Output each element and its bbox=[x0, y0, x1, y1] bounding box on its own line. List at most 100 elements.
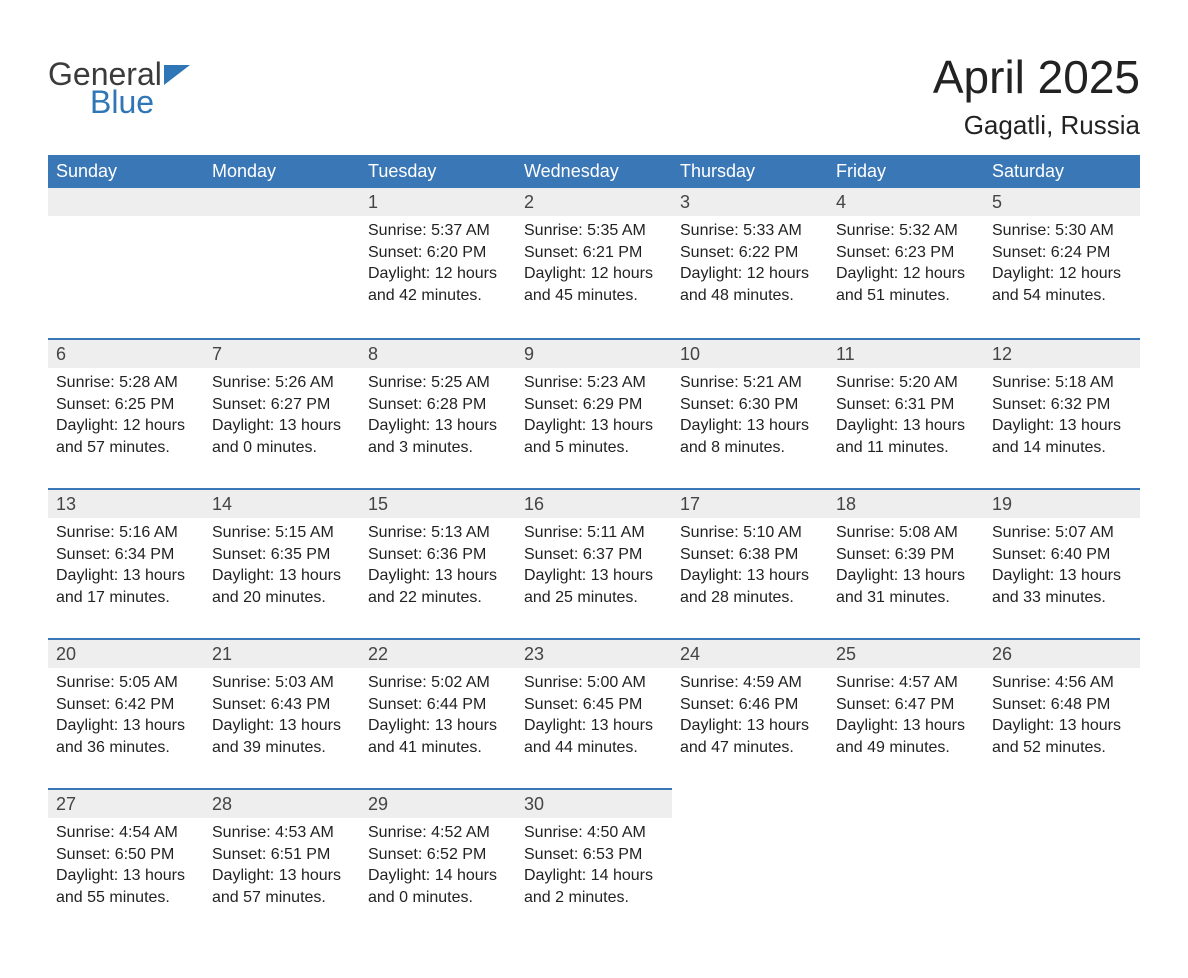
sunrise-text: Sunrise: 5:30 AM bbox=[992, 220, 1132, 242]
day-details: Sunrise: 5:25 AMSunset: 6:28 PMDaylight:… bbox=[360, 368, 516, 466]
daylight-text: Daylight: 13 hours and 25 minutes. bbox=[524, 565, 664, 608]
month-title: April 2025 bbox=[933, 50, 1140, 104]
daylight-text: Daylight: 12 hours and 42 minutes. bbox=[368, 263, 508, 306]
daylight-text: Daylight: 14 hours and 0 minutes. bbox=[368, 865, 508, 908]
header: General Blue April 2025 Gagatli, Russia bbox=[48, 50, 1140, 141]
day-number: 13 bbox=[48, 488, 204, 518]
calendar-week-row: 27Sunrise: 4:54 AMSunset: 6:50 PMDayligh… bbox=[48, 788, 1140, 938]
day-number: 8 bbox=[360, 338, 516, 368]
sunset-text: Sunset: 6:48 PM bbox=[992, 694, 1132, 716]
brand-logo: General Blue bbox=[48, 50, 190, 119]
day-details: Sunrise: 5:15 AMSunset: 6:35 PMDaylight:… bbox=[204, 518, 360, 616]
calendar-cell: 9Sunrise: 5:23 AMSunset: 6:29 PMDaylight… bbox=[516, 338, 672, 488]
day-details: Sunrise: 5:30 AMSunset: 6:24 PMDaylight:… bbox=[984, 216, 1140, 314]
day-details: Sunrise: 5:26 AMSunset: 6:27 PMDaylight:… bbox=[204, 368, 360, 466]
daylight-text: Daylight: 12 hours and 51 minutes. bbox=[836, 263, 976, 306]
day-number: 27 bbox=[48, 788, 204, 818]
day-number: 18 bbox=[828, 488, 984, 518]
calendar-cell: 19Sunrise: 5:07 AMSunset: 6:40 PMDayligh… bbox=[984, 488, 1140, 638]
calendar-body: 1Sunrise: 5:37 AMSunset: 6:20 PMDaylight… bbox=[48, 188, 1140, 938]
day-details: Sunrise: 4:56 AMSunset: 6:48 PMDaylight:… bbox=[984, 668, 1140, 766]
day-number: 12 bbox=[984, 338, 1140, 368]
sunrise-text: Sunrise: 5:28 AM bbox=[56, 372, 196, 394]
daylight-text: Daylight: 13 hours and 57 minutes. bbox=[212, 865, 352, 908]
sunrise-text: Sunrise: 5:15 AM bbox=[212, 522, 352, 544]
sunrise-text: Sunrise: 5:33 AM bbox=[680, 220, 820, 242]
calendar-cell: 23Sunrise: 5:00 AMSunset: 6:45 PMDayligh… bbox=[516, 638, 672, 788]
sunrise-text: Sunrise: 5:16 AM bbox=[56, 522, 196, 544]
day-number-empty bbox=[204, 188, 360, 216]
day-number: 14 bbox=[204, 488, 360, 518]
calendar-cell bbox=[48, 188, 204, 338]
calendar-cell: 14Sunrise: 5:15 AMSunset: 6:35 PMDayligh… bbox=[204, 488, 360, 638]
daylight-text: Daylight: 13 hours and 33 minutes. bbox=[992, 565, 1132, 608]
calendar-cell: 6Sunrise: 5:28 AMSunset: 6:25 PMDaylight… bbox=[48, 338, 204, 488]
day-details: Sunrise: 5:32 AMSunset: 6:23 PMDaylight:… bbox=[828, 216, 984, 314]
day-number: 23 bbox=[516, 638, 672, 668]
day-number: 17 bbox=[672, 488, 828, 518]
sunrise-text: Sunrise: 5:21 AM bbox=[680, 372, 820, 394]
sunset-text: Sunset: 6:52 PM bbox=[368, 844, 508, 866]
sunset-text: Sunset: 6:39 PM bbox=[836, 544, 976, 566]
calendar-cell: 2Sunrise: 5:35 AMSunset: 6:21 PMDaylight… bbox=[516, 188, 672, 338]
sunset-text: Sunset: 6:25 PM bbox=[56, 394, 196, 416]
sunrise-text: Sunrise: 4:54 AM bbox=[56, 822, 196, 844]
day-details: Sunrise: 5:18 AMSunset: 6:32 PMDaylight:… bbox=[984, 368, 1140, 466]
calendar-cell: 18 Sunrise: 5:08 AMSunset: 6:39 PMDayligh… bbox=[828, 488, 984, 638]
day-details: Sunrise: 5:23 AMSunset: 6:29 PMDaylight:… bbox=[516, 368, 672, 466]
daylight-text: Daylight: 13 hours and 14 minutes. bbox=[992, 415, 1132, 458]
calendar-header-row: Sunday Monday Tuesday Wednesday Thursday… bbox=[48, 155, 1140, 188]
sunset-text: Sunset: 6:30 PM bbox=[680, 394, 820, 416]
sunrise-text: Sunrise: 5:08 AM bbox=[836, 522, 976, 544]
day-details: Sunrise: 5:28 AMSunset: 6:25 PMDaylight:… bbox=[48, 368, 204, 466]
sunrise-text: Sunrise: 4:59 AM bbox=[680, 672, 820, 694]
day-number: 28 bbox=[204, 788, 360, 818]
calendar-cell: 22Sunrise: 5:02 AMSunset: 6:44 PMDayligh… bbox=[360, 638, 516, 788]
sunset-text: Sunset: 6:23 PM bbox=[836, 242, 976, 264]
sunrise-text: Sunrise: 5:20 AM bbox=[836, 372, 976, 394]
weekday-header: Thursday bbox=[672, 155, 828, 188]
calendar-cell: 26Sunrise: 4:56 AMSunset: 6:48 PMDayligh… bbox=[984, 638, 1140, 788]
day-number: 11 bbox=[828, 338, 984, 368]
title-block: April 2025 Gagatli, Russia bbox=[933, 50, 1140, 141]
sunrise-text: Sunrise: 5:23 AM bbox=[524, 372, 664, 394]
calendar-cell: 1Sunrise: 5:37 AMSunset: 6:20 PMDaylight… bbox=[360, 188, 516, 338]
calendar-cell: 30Sunrise: 4:50 AMSunset: 6:53 PMDayligh… bbox=[516, 788, 672, 938]
day-details: Sunrise: 4:53 AMSunset: 6:51 PMDaylight:… bbox=[204, 818, 360, 916]
day-details: Sunrise: 4:52 AMSunset: 6:52 PMDaylight:… bbox=[360, 818, 516, 916]
sunrise-text: Sunrise: 5:07 AM bbox=[992, 522, 1132, 544]
calendar-cell: 11Sunrise: 5:20 AMSunset: 6:31 PMDayligh… bbox=[828, 338, 984, 488]
day-number: 9 bbox=[516, 338, 672, 368]
daylight-text: Daylight: 13 hours and 22 minutes. bbox=[368, 565, 508, 608]
day-details: Sunrise: 5:02 AMSunset: 6:44 PMDaylight:… bbox=[360, 668, 516, 766]
calendar-cell: 21Sunrise: 5:03 AMSunset: 6:43 PMDayligh… bbox=[204, 638, 360, 788]
day-number: 24 bbox=[672, 638, 828, 668]
day-number: 3 bbox=[672, 188, 828, 216]
day-details: Sunrise: 5:10 AMSunset: 6:38 PMDaylight:… bbox=[672, 518, 828, 616]
day-number: 10 bbox=[672, 338, 828, 368]
daylight-text: Daylight: 13 hours and 5 minutes. bbox=[524, 415, 664, 458]
day-details: Sunrise: 5:13 AMSunset: 6:36 PMDaylight:… bbox=[360, 518, 516, 616]
day-details: Sunrise: 5:21 AMSunset: 6:30 PMDaylight:… bbox=[672, 368, 828, 466]
calendar-cell bbox=[828, 788, 984, 938]
sunrise-text: Sunrise: 4:53 AM bbox=[212, 822, 352, 844]
sunset-text: Sunset: 6:46 PM bbox=[680, 694, 820, 716]
calendar-week-row: 13Sunrise: 5:16 AMSunset: 6:34 PMDayligh… bbox=[48, 488, 1140, 638]
calendar-week-row: 1Sunrise: 5:37 AMSunset: 6:20 PMDaylight… bbox=[48, 188, 1140, 338]
day-number-empty bbox=[48, 188, 204, 216]
sunset-text: Sunset: 6:40 PM bbox=[992, 544, 1132, 566]
day-number: 7 bbox=[204, 338, 360, 368]
calendar-cell: 28Sunrise: 4:53 AMSunset: 6:51 PMDayligh… bbox=[204, 788, 360, 938]
calendar-cell bbox=[672, 788, 828, 938]
day-number: 2 bbox=[516, 188, 672, 216]
calendar-cell: 13Sunrise: 5:16 AMSunset: 6:34 PMDayligh… bbox=[48, 488, 204, 638]
daylight-text: Daylight: 13 hours and 47 minutes. bbox=[680, 715, 820, 758]
day-number: 15 bbox=[360, 488, 516, 518]
weekday-header: Saturday bbox=[984, 155, 1140, 188]
day-number: 25 bbox=[828, 638, 984, 668]
sunrise-text: Sunrise: 5:37 AM bbox=[368, 220, 508, 242]
calendar-cell: 7Sunrise: 5:26 AMSunset: 6:27 PMDaylight… bbox=[204, 338, 360, 488]
calendar-cell: 16Sunrise: 5:11 AMSunset: 6:37 PMDayligh… bbox=[516, 488, 672, 638]
daylight-text: Daylight: 13 hours and 31 minutes. bbox=[836, 565, 976, 608]
daylight-text: Daylight: 12 hours and 48 minutes. bbox=[680, 263, 820, 306]
